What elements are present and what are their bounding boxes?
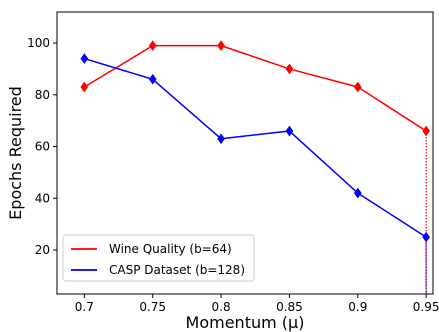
data-point: [422, 231, 431, 243]
x-axis-title: Momentum (μ): [186, 313, 305, 332]
y-axis-title: Epochs Required: [6, 86, 25, 220]
legend-box: [62, 234, 255, 282]
legend-label: Wine Quality (b=64): [109, 242, 232, 256]
x-tick-label: 0.9: [348, 300, 367, 314]
legend-label: CASP Dataset (b=128): [109, 263, 245, 277]
data-point: [285, 63, 294, 75]
data-point: [217, 133, 225, 145]
data-point: [353, 81, 362, 93]
x-tick-label: 0.95: [413, 300, 439, 314]
y-tick-label: 60: [35, 140, 50, 154]
data-point: [353, 187, 362, 199]
series-line: [83, 44, 427, 132]
y-tick-label: 40: [35, 191, 50, 205]
data-point: [217, 40, 225, 52]
data-point: [285, 125, 294, 137]
x-tick-label: 0.8: [212, 300, 231, 314]
plot-area-frame: [56, 11, 434, 295]
legend: Wine Quality (b=64) CASP Dataset (b=128): [62, 234, 255, 282]
axis-ticks: 0.7 0.75 0.8 0.85 0.9 0.95 20 40 60 80 100: [27, 36, 439, 314]
data-point: [80, 53, 89, 64]
y-tick-label: 100: [27, 36, 50, 50]
x-tick-label: 0.85: [276, 300, 303, 314]
y-tick-label: 20: [35, 243, 50, 257]
series-layer: [80, 40, 431, 294]
series-line: [84, 57, 427, 238]
data-point: [148, 40, 157, 52]
data-point: [80, 81, 89, 93]
x-tick-label: 0.7: [75, 300, 94, 314]
data-point: [148, 73, 157, 85]
data-point: [422, 125, 431, 137]
x-tick-label: 0.75: [139, 300, 166, 314]
y-tick-label: 80: [35, 88, 50, 102]
